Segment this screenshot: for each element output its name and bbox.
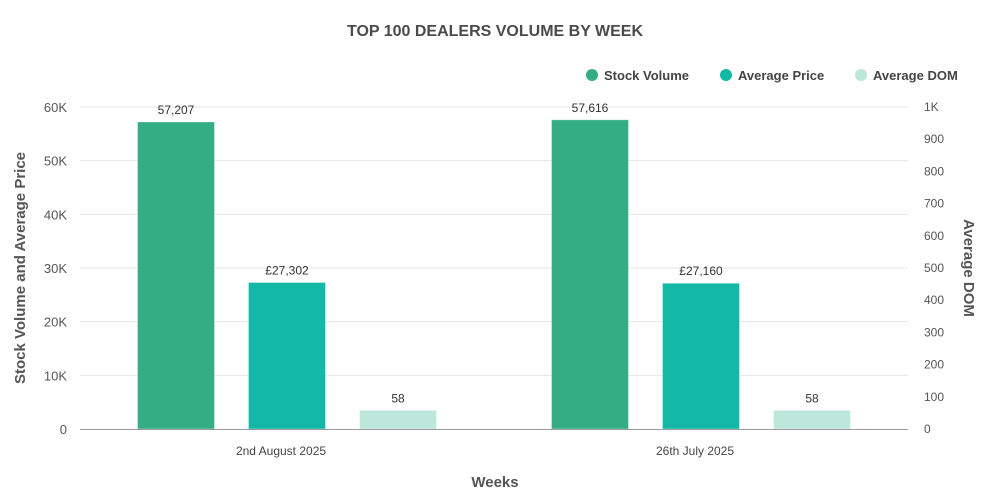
bar-average-price[interactable] [662, 282, 740, 430]
legend-item-average-dom[interactable]: Average DOM [855, 68, 958, 83]
y-left-tick-label: 50K [44, 154, 67, 169]
y-axis-right-ticks: 0 100 200 300 400 500 600 700 800 900 1K [924, 100, 944, 436]
legend-label-stock-volume: Stock Volume [604, 68, 689, 83]
data-label-stock-volume: 57,616 [572, 101, 609, 115]
legend-swatch-average-dom [855, 69, 867, 81]
y-left-tick-label: 30K [44, 261, 67, 276]
y-right-tick-label: 100 [924, 390, 944, 404]
y-right-tick-label: 500 [924, 261, 944, 275]
legend: Stock Volume Average Price Average DOM [586, 68, 958, 83]
legend-item-stock-volume[interactable]: Stock Volume [586, 68, 689, 83]
y-left-tick-label: 60K [44, 100, 67, 115]
bars [137, 119, 851, 430]
legend-item-average-price[interactable]: Average Price [720, 68, 824, 83]
x-category-label: 2nd August 2025 [236, 444, 326, 458]
x-axis-category-labels: 2nd August 2025 26th July 2025 [236, 444, 734, 458]
y-right-tick-label: 400 [924, 293, 944, 307]
bar-stock-volume[interactable] [137, 121, 215, 430]
legend-swatch-average-price [720, 69, 732, 81]
y-left-tick-label: 40K [44, 207, 67, 222]
y-right-tick-label: 900 [924, 132, 944, 146]
y-left-tick-label: 0 [60, 422, 67, 437]
gridlines [80, 106, 908, 376]
y-right-tick-label: 200 [924, 358, 944, 372]
y-right-tick-label: 0 [924, 422, 931, 436]
y-axis-right-title: Average DOM [960, 219, 977, 317]
data-label-average-price: £27,302 [265, 263, 309, 277]
y-left-tick-label: 20K [44, 315, 67, 330]
bar-average-dom[interactable] [359, 409, 437, 430]
data-labels: 57,207 £27,302 58 57,616 £27,160 58 [158, 101, 819, 406]
y-right-tick-label: 700 [924, 197, 944, 211]
x-axis-title: Weeks [471, 474, 518, 491]
bar-average-dom[interactable] [773, 409, 851, 430]
data-label-average-dom: 58 [805, 391, 819, 405]
data-label-average-dom: 58 [391, 391, 405, 405]
data-label-stock-volume: 57,207 [158, 103, 195, 117]
y-right-tick-label: 1K [924, 100, 939, 114]
y-axis-left-title: Stock Volume and Average Price [12, 152, 29, 384]
legend-label-average-dom: Average DOM [873, 68, 958, 83]
y-axis-left-ticks: 0 10K 20K 30K 40K 50K 60K [44, 100, 67, 437]
bar-average-price[interactable] [248, 281, 326, 430]
y-right-tick-label: 300 [924, 325, 944, 339]
data-label-average-price: £27,160 [679, 264, 723, 278]
legend-label-average-price: Average Price [738, 68, 824, 83]
x-category-label: 26th July 2025 [656, 444, 734, 458]
y-left-tick-label: 10K [44, 368, 67, 383]
legend-swatch-stock-volume [586, 69, 598, 81]
bar-stock-volume[interactable] [551, 119, 629, 430]
chart-title: TOP 100 DEALERS VOLUME BY WEEK [347, 23, 644, 40]
y-right-tick-label: 600 [924, 229, 944, 243]
y-right-tick-label: 800 [924, 164, 944, 178]
